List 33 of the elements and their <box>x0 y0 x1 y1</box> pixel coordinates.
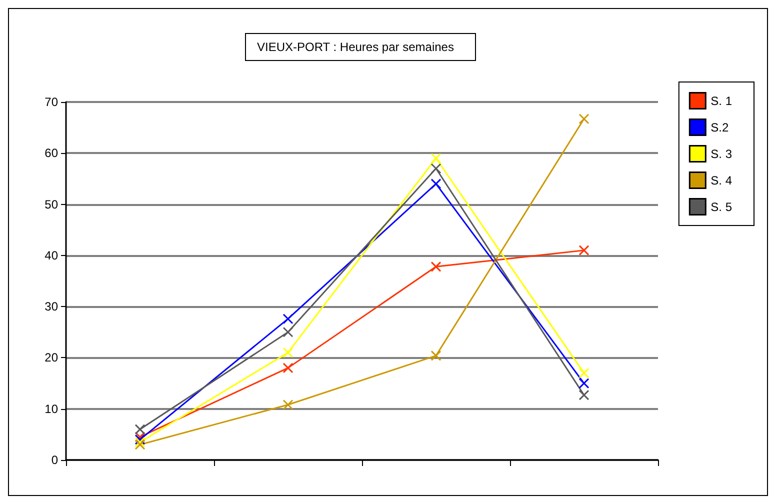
point <box>134 436 146 448</box>
point <box>430 178 442 190</box>
y-tick-label: 20 <box>44 350 58 365</box>
point <box>134 424 146 435</box>
legend-label: S. 3 <box>710 146 732 161</box>
point <box>578 368 590 378</box>
point <box>578 390 590 400</box>
y-tick-label: 0 <box>51 453 58 467</box>
point <box>578 114 590 124</box>
y-tick-label: 40 <box>44 248 58 262</box>
point <box>430 350 442 361</box>
legend-label: S. 5 <box>710 200 732 214</box>
point <box>430 153 442 164</box>
y-tick-label: 50 <box>44 197 58 212</box>
y-tick-label: 10 <box>44 402 58 416</box>
point <box>134 434 146 445</box>
point <box>282 314 294 324</box>
point <box>578 378 590 389</box>
legend-label: S. 1 <box>710 94 732 108</box>
point <box>430 163 442 174</box>
chart-title: VIEUX-PORT : Heures par semaines <box>257 40 454 54</box>
point <box>578 245 590 256</box>
y-tick-label: 30 <box>44 300 58 314</box>
point <box>282 362 294 374</box>
point <box>134 439 146 450</box>
legend-label: S. 4 <box>710 173 732 188</box>
y-tick-label: 70 <box>44 95 58 109</box>
point <box>282 400 294 410</box>
y-tick-label: 60 <box>44 146 58 160</box>
point <box>282 326 294 338</box>
point <box>430 261 442 272</box>
point <box>282 347 294 358</box>
legend-label: S.2 <box>710 120 729 134</box>
